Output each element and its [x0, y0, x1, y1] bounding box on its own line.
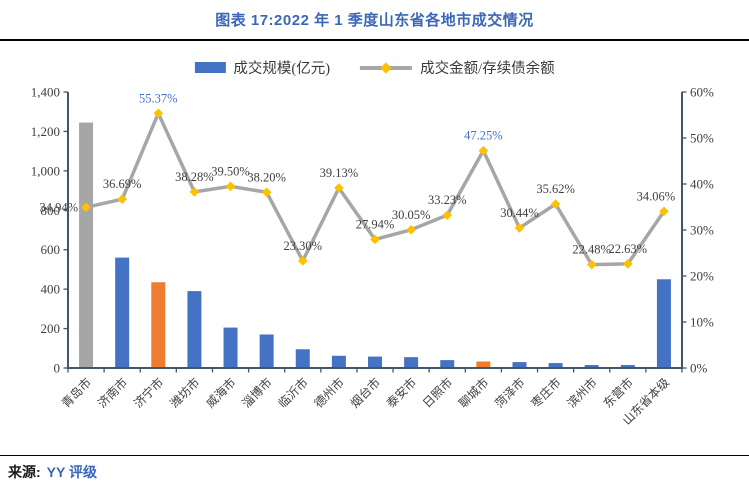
bar-淄博市	[259, 334, 274, 368]
right-axis-tick-label: 60%	[690, 85, 714, 100]
line-marker-6	[297, 256, 308, 266]
line-marker-10	[442, 210, 453, 220]
bar-泰安市	[404, 357, 419, 368]
right-axis-tick-label: 10%	[690, 315, 714, 330]
line-marker-5	[261, 187, 272, 198]
line-value-label-14: 22.48%	[572, 243, 611, 257]
line-value-label-5: 38.20%	[247, 170, 286, 184]
line-value-label-12: 30.44%	[500, 206, 539, 220]
x-axis-category-label-11: 聊城市	[455, 375, 491, 411]
x-axis-category-label-12: 菏泽市	[492, 375, 528, 411]
bar-日照市	[440, 360, 455, 368]
x-axis-category-label-5: 淄博市	[239, 375, 275, 411]
x-axis-category-label-1: 济南市	[94, 375, 130, 411]
line-value-label-2: 55.37%	[139, 91, 178, 105]
left-axis-tick-label: 400	[41, 282, 61, 297]
line-marker-16	[659, 206, 669, 217]
x-axis-category-label-9: 泰安市	[383, 375, 419, 411]
line-marker-3	[189, 187, 200, 197]
line-value-label-6: 23.30%	[283, 239, 322, 253]
bar-威海市	[223, 327, 238, 368]
x-axis-category-label-0: 青岛市	[58, 375, 94, 411]
x-axis-category-label-14: 滨州市	[564, 375, 600, 411]
line-value-label-8: 27.94%	[356, 217, 395, 231]
legend-label: 成交规模(亿元)	[233, 61, 331, 77]
x-axis-category-label-2: 济宁市	[130, 375, 166, 411]
left-axis-tick-label: 1,400	[31, 85, 60, 100]
figure-title: 图表 17:2022 年 1 季度山东省各地市成交情况	[215, 12, 534, 29]
line-value-label-16: 34.06%	[637, 189, 676, 203]
x-axis-category-label-13: 枣庄市	[528, 375, 564, 411]
line-marker-13	[550, 199, 561, 209]
x-axis-category-label-10: 日照市	[419, 375, 455, 411]
left-axis-tick-label: 0	[54, 361, 61, 376]
line-value-label-11: 47.25%	[464, 129, 503, 143]
left-axis-tick-label: 1,000	[31, 163, 60, 178]
legend-line-marker-swatch	[360, 61, 413, 74]
combo-chart: 34.94%36.69%55.37%38.28%39.50%38.20%23.3…	[31, 85, 714, 428]
line-value-label-4: 39.50%	[211, 164, 250, 178]
x-axis-category-label-6: 临沂市	[275, 375, 311, 411]
chart-area: 成交规模(亿元) 成交金额/存续债余额 34.94% 36.69% 55.37% 38.…	[0, 41, 749, 455]
bar-滨州市	[584, 365, 599, 368]
right-axis-tick-label: 0%	[690, 361, 708, 376]
source-line: 来源: YY 评级	[0, 456, 749, 482]
left-axis-tick-label: 600	[41, 242, 61, 257]
footer-divider	[0, 455, 749, 456]
legend-item-1: 成交金额/存续债余额	[360, 57, 555, 78]
line-marker-14	[586, 259, 597, 270]
line-value-label-15: 22.63%	[609, 242, 648, 256]
left-axis-tick-label: 1,200	[31, 124, 60, 139]
right-axis-tick-label: 20%	[690, 269, 714, 284]
line-marker-15	[623, 259, 633, 269]
line-marker-11	[478, 145, 489, 156]
x-axis-category-label-7: 德州市	[311, 375, 347, 411]
bar-山东省本级	[656, 279, 671, 368]
left-axis-tick-label: 800	[41, 203, 61, 218]
bar-济南市	[115, 257, 130, 368]
line-value-label-7: 39.13%	[320, 166, 359, 180]
line-marker-4	[225, 181, 236, 192]
figure-page: 图表 17:2022 年 1 季度山东省各地市成交情况 成交规模(亿元) 成交金额…	[0, 12, 749, 482]
right-axis-tick-label: 30%	[690, 223, 714, 238]
bar-菏泽市	[512, 362, 527, 368]
bar-德州市	[331, 355, 346, 368]
source-value: YY 评级	[46, 464, 97, 480]
line-value-label-10: 33.23%	[428, 193, 467, 207]
x-axis-category-label-15: 东营市	[600, 375, 636, 411]
legend-bar-swatch	[194, 62, 226, 73]
line-value-label-9: 30.05%	[392, 208, 431, 222]
bar-青岛市	[79, 122, 94, 368]
line-marker-9	[406, 224, 416, 235]
bar-临沂市	[295, 349, 310, 368]
line-marker-12	[514, 223, 525, 233]
title-divider	[0, 39, 749, 41]
bar-枣庄市	[548, 363, 563, 368]
bar-烟台市	[368, 356, 382, 368]
line-marker-7	[334, 183, 344, 193]
bar-聊城市	[476, 361, 491, 368]
line-marker-0	[81, 202, 91, 213]
line-value-label-13: 35.62%	[536, 182, 575, 196]
left-axis-tick-label: 200	[41, 321, 61, 336]
right-axis-tick-label: 50%	[690, 131, 714, 146]
chart-legend: 成交规模(亿元) 成交金额/存续债余额	[194, 57, 555, 78]
legend-item-0: 成交规模(亿元)	[194, 57, 330, 78]
x-axis-category-label-4: 威海市	[203, 375, 239, 411]
source-label: 来源:	[8, 464, 41, 480]
bar-东营市	[620, 365, 635, 368]
line-marker-8	[370, 234, 380, 245]
line-value-label-3: 38.28%	[175, 170, 214, 184]
bar-济宁市	[151, 282, 166, 368]
x-axis-category-label-3: 潍坊市	[166, 375, 202, 411]
right-axis-tick-label: 40%	[690, 177, 714, 192]
x-axis-category-label-8: 烟台市	[347, 375, 383, 411]
bar-潍坊市	[187, 291, 202, 368]
legend-label: 成交金额/存续债余额	[420, 61, 555, 77]
line-value-label-1: 36.69%	[103, 177, 142, 191]
line-marker-1	[117, 194, 127, 205]
line-marker-2	[153, 108, 164, 119]
